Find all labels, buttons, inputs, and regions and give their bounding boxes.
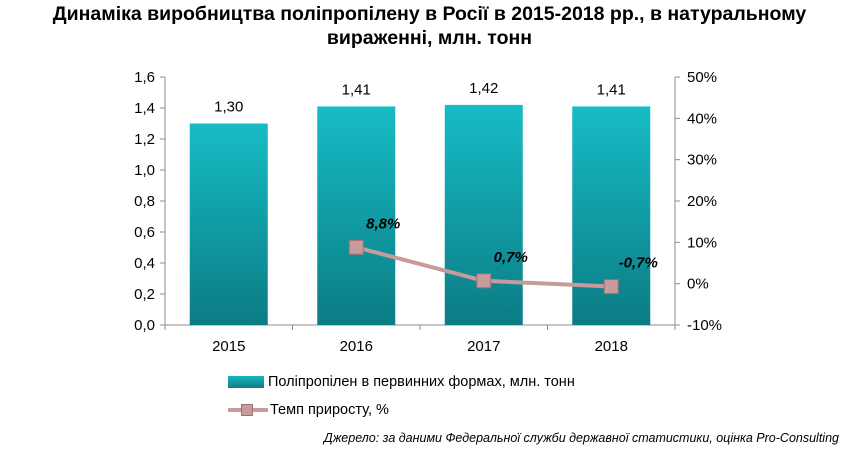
y-right-tick-label: 0% — [687, 276, 709, 293]
growth-data-label: 0,7% — [494, 249, 528, 266]
bar — [189, 123, 268, 325]
y-left-tick-label: 0,0 — [134, 317, 155, 334]
y-left-tick-label: 0,6 — [134, 224, 155, 241]
bar — [444, 104, 523, 326]
y-right-tick-label: -10% — [687, 317, 722, 334]
growth-point — [348, 239, 364, 255]
legend-bar-label: Поліпропілен в первинних формах, млн. то… — [268, 374, 575, 390]
legend-line-swatch — [228, 404, 268, 416]
y-left-tick-label: 0,4 — [134, 255, 155, 272]
bar-data-label: 1,30 — [214, 99, 243, 116]
growth-point — [603, 279, 619, 295]
x-tick-label: 2016 — [340, 338, 373, 355]
legend-bar-swatch — [228, 376, 264, 388]
growth-data-label: 8,8% — [366, 215, 400, 232]
chart-title-line-1: Динаміка виробництва поліпропілену в Рос… — [52, 3, 807, 25]
y-left-tick-label: 1,6 — [134, 69, 155, 86]
y-left-tick-label: 0,8 — [134, 193, 155, 210]
x-tick-label: 2018 — [595, 338, 628, 355]
y-left-tick-label: 1,0 — [134, 162, 155, 179]
chart-title-line-2: вираженні, млн. тонн — [326, 27, 533, 49]
bar-data-label: 1,42 — [469, 80, 498, 97]
legend-item-line: Темп приросту, % — [228, 402, 389, 418]
x-tick-label: 2015 — [212, 338, 245, 355]
bar-data-label: 1,41 — [597, 81, 626, 98]
y-right-tick-label: 20% — [687, 193, 717, 210]
bar — [317, 106, 396, 325]
y-right-tick-label: 50% — [687, 69, 717, 86]
y-right-tick-label: 30% — [687, 152, 717, 169]
legend-line-label: Темп приросту, % — [270, 402, 389, 418]
y-right-tick-label: 10% — [687, 234, 717, 251]
x-tick-label: 2017 — [467, 338, 500, 355]
y-left-tick-label: 0,2 — [134, 286, 155, 303]
y-left-tick-label: 1,4 — [134, 100, 155, 117]
source-note: Джерело: за даними Федеральної служби де… — [323, 431, 839, 445]
chart-title: Динаміка виробництва поліпропілену в Рос… — [0, 2, 859, 50]
legend-item-bar: Поліпропілен в первинних формах, млн. то… — [228, 374, 575, 390]
growth-data-label: -0,7% — [619, 255, 658, 272]
growth-point — [476, 273, 492, 289]
y-left-tick-label: 1,2 — [134, 131, 155, 148]
bar-data-label: 1,41 — [342, 81, 371, 98]
y-right-tick-label: 40% — [687, 110, 717, 127]
